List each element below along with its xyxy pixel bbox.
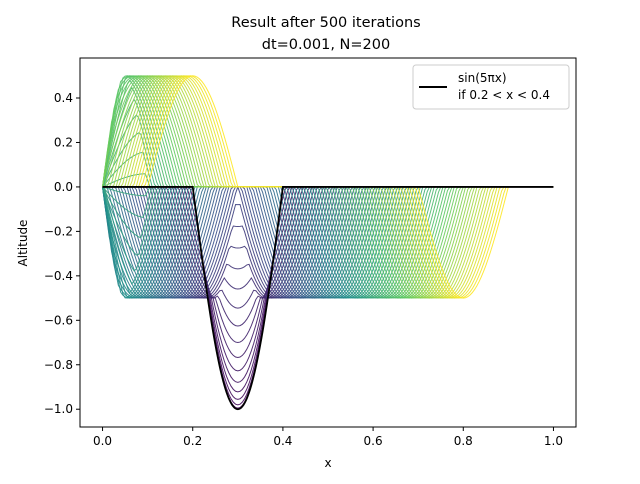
- x-tick-label: 0.8: [454, 434, 473, 448]
- x-tick-label: 1.0: [544, 434, 563, 448]
- x-axis-ticks: 0.0 0.2 0.4 0.6 0.8 1.0: [93, 427, 563, 448]
- y-axis-ticks: 0.4 0.2 0.0 −0.2 −0.4 −0.6 −0.8 −1.0: [44, 91, 80, 416]
- y-tick-label: 0.4: [54, 91, 73, 105]
- y-axis-label: Altitude: [16, 220, 30, 267]
- initial-condition-line: [102, 186, 554, 411]
- plot-area: [102, 75, 554, 411]
- axes-frame: [79, 57, 577, 428]
- x-tick-label: 0.6: [364, 434, 383, 448]
- legend: sin(5πx) if 0.2 < x < 0.4: [412, 64, 570, 110]
- y-tick-label: −0.6: [44, 313, 73, 327]
- legend-label-line2: if 0.2 < x < 0.4: [458, 88, 550, 102]
- y-tick-label: 0.0: [54, 180, 73, 194]
- y-tick-label: −0.4: [44, 269, 73, 283]
- x-tick-label: 0.4: [273, 434, 292, 448]
- legend-label-line1: sin(5πx): [458, 71, 507, 85]
- y-tick-label: −0.8: [44, 358, 73, 372]
- y-tick-label: −1.0: [44, 402, 73, 416]
- x-axis-label: x: [324, 456, 331, 470]
- chart-title-line1: Result after 500 iterations: [231, 15, 420, 31]
- y-tick-label: −0.2: [44, 224, 73, 238]
- x-tick-label: 0.2: [183, 434, 202, 448]
- legend-box: [412, 64, 570, 110]
- x-tick-label: 0.0: [93, 434, 112, 448]
- chart-title-line2: dt=0.001, N=200: [262, 37, 390, 53]
- y-tick-label: 0.2: [54, 135, 73, 149]
